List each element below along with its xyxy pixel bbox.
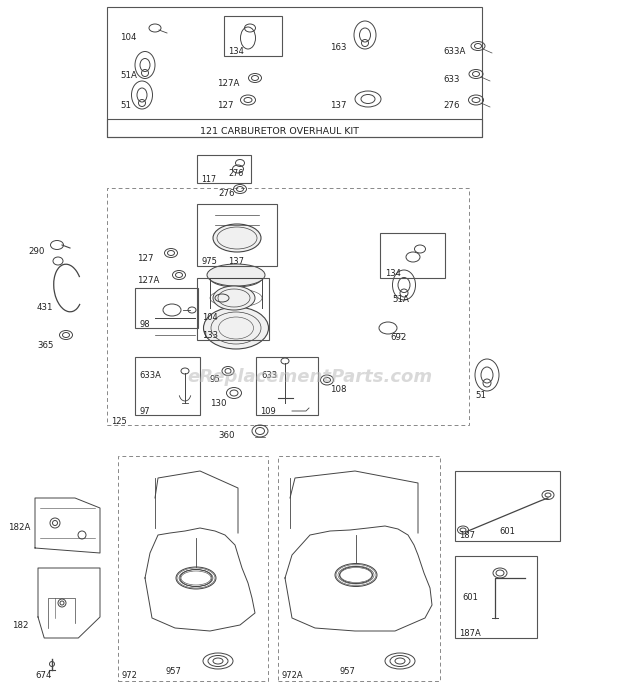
Text: 137: 137: [330, 101, 347, 110]
Text: 121 CARBURETOR OVERHAUL KIT: 121 CARBURETOR OVERHAUL KIT: [200, 128, 359, 137]
Bar: [107, 188, 469, 425]
Bar: [455, 556, 537, 638]
Text: 125: 125: [111, 416, 126, 426]
Bar: [256, 357, 318, 415]
Text: 601: 601: [499, 527, 515, 536]
Text: 276: 276: [228, 168, 243, 177]
Bar: [107, 119, 482, 137]
Bar: [380, 233, 445, 278]
Text: 127A: 127A: [137, 276, 159, 285]
Text: 187: 187: [459, 532, 475, 541]
Text: 108: 108: [330, 385, 347, 394]
Bar: [197, 155, 251, 183]
Text: 98: 98: [140, 319, 151, 328]
Text: 133: 133: [202, 331, 218, 340]
Bar: [197, 204, 277, 266]
Text: 104: 104: [202, 313, 218, 322]
Text: 957: 957: [340, 667, 356, 676]
Text: 97: 97: [140, 407, 151, 416]
Bar: [118, 456, 268, 681]
Text: eReplacementParts.com: eReplacementParts.com: [187, 368, 433, 386]
Text: 360: 360: [218, 430, 234, 439]
Text: 127: 127: [137, 254, 154, 263]
Text: 51A: 51A: [120, 71, 137, 80]
Text: 51: 51: [475, 390, 486, 399]
Bar: [455, 471, 560, 541]
Text: 95: 95: [210, 374, 221, 383]
Text: 365: 365: [37, 340, 53, 349]
Text: 633A: 633A: [443, 46, 466, 55]
Text: 117: 117: [201, 175, 216, 184]
Text: 130: 130: [210, 399, 226, 408]
Text: 127A: 127A: [217, 78, 239, 87]
Text: 137: 137: [228, 258, 244, 267]
Text: 633: 633: [261, 371, 277, 380]
Ellipse shape: [203, 307, 268, 349]
Ellipse shape: [213, 286, 255, 310]
Ellipse shape: [213, 224, 261, 252]
Text: 975: 975: [201, 258, 217, 267]
Text: 163: 163: [330, 44, 347, 53]
Ellipse shape: [207, 264, 265, 286]
Text: 109: 109: [260, 407, 276, 416]
Text: 276: 276: [218, 189, 234, 198]
Text: 182A: 182A: [8, 523, 30, 532]
Text: 431: 431: [37, 304, 53, 313]
Text: 290: 290: [28, 247, 45, 256]
Bar: [224, 16, 282, 56]
Text: 633A: 633A: [139, 371, 161, 380]
Text: 134: 134: [228, 48, 244, 57]
Text: 276: 276: [443, 101, 459, 110]
Text: 51A: 51A: [392, 295, 409, 304]
Bar: [135, 288, 198, 328]
Text: 187A: 187A: [459, 629, 481, 638]
Text: 601: 601: [462, 593, 478, 602]
Text: 134: 134: [385, 270, 401, 279]
Text: 104: 104: [120, 33, 136, 42]
Text: 972A: 972A: [282, 672, 304, 681]
Bar: [135, 357, 200, 415]
Text: 127: 127: [217, 101, 234, 110]
Text: 633: 633: [443, 76, 459, 85]
Bar: [278, 456, 440, 681]
Text: 51: 51: [120, 101, 131, 110]
Text: 972: 972: [122, 672, 138, 681]
Text: 182: 182: [12, 620, 29, 629]
Bar: [107, 7, 482, 137]
Text: 957: 957: [165, 667, 181, 676]
Text: 692: 692: [390, 333, 406, 342]
Text: 674: 674: [35, 672, 51, 681]
Bar: [197, 278, 269, 340]
